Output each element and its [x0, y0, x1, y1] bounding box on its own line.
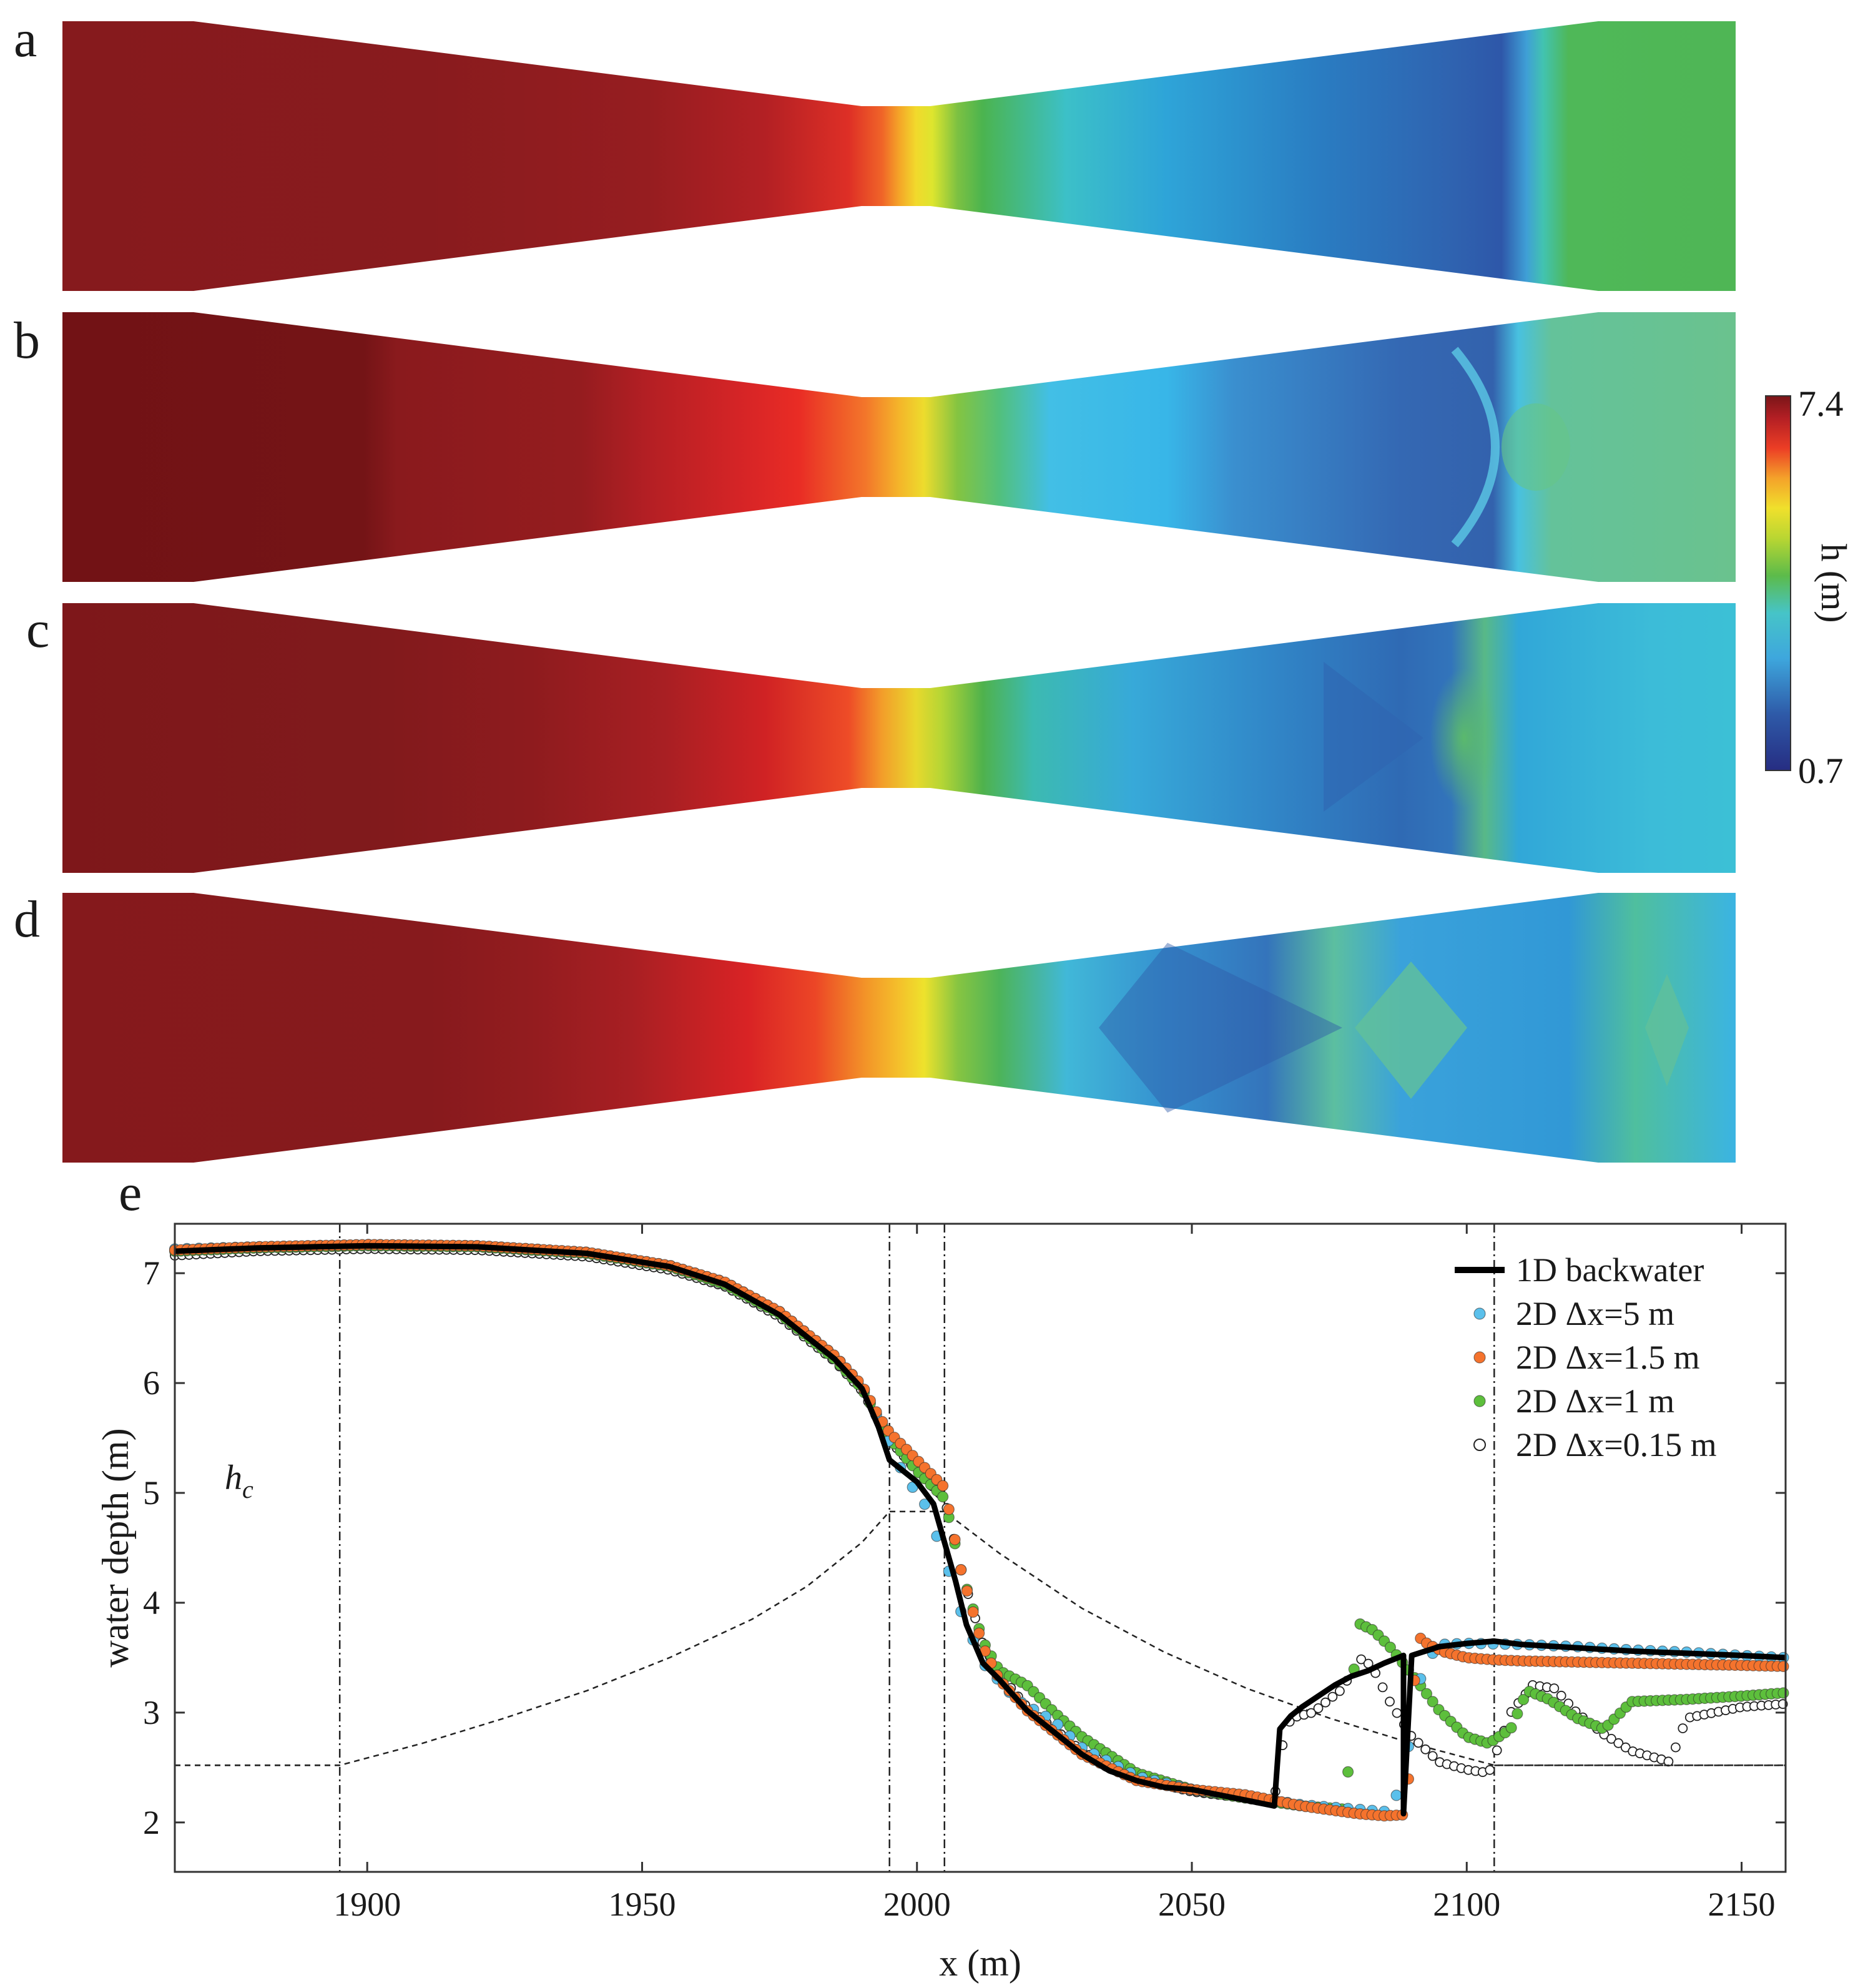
- data-point: [1670, 1742, 1681, 1753]
- x-tick-label: 2100: [1433, 1886, 1500, 1923]
- panel-b-letter: b: [14, 312, 40, 370]
- x-tick-label: 1950: [608, 1886, 676, 1923]
- panel-d: d: [14, 890, 1736, 1163]
- panel-c-letter: c: [26, 601, 49, 659]
- legend-label: 1D backwater: [1516, 1251, 1704, 1289]
- data-point: [1777, 1660, 1789, 1672]
- y-tick-label: 5: [143, 1474, 160, 1512]
- shock-front-b: [1451, 347, 1500, 548]
- data-point: [1420, 1688, 1433, 1700]
- shock-diamond-d2: [1645, 974, 1689, 1086]
- legend-swatch: [1473, 1307, 1486, 1320]
- data-point: [1549, 1683, 1560, 1694]
- hc-annotation-symbol: h: [225, 1459, 242, 1497]
- data-point: [1390, 1789, 1402, 1801]
- y-tick-label: 3: [143, 1694, 160, 1731]
- data-point: [1320, 1697, 1330, 1708]
- data-point: [1420, 1744, 1431, 1754]
- data-point: [1377, 1682, 1388, 1693]
- y-tick-label: 4: [143, 1584, 160, 1621]
- data-point: [1342, 1766, 1354, 1778]
- data-point: [949, 1533, 961, 1545]
- shock-diamond-c: [1430, 668, 1498, 808]
- data-point: [1777, 1687, 1789, 1699]
- legend-label: 2D Δx=5 m: [1516, 1295, 1674, 1332]
- data-point: [1427, 1751, 1438, 1761]
- data-point: [1606, 1733, 1616, 1744]
- legend-swatch: [1473, 1395, 1486, 1407]
- data-point: [1334, 1686, 1345, 1696]
- colorbar-min-label: 0.7: [1798, 750, 1844, 791]
- data-point: [961, 1585, 973, 1597]
- panel-e-letter: e: [119, 1164, 142, 1222]
- panel-c: c: [26, 601, 1736, 873]
- x-tick-label: 2050: [1158, 1886, 1226, 1923]
- data-point: [1392, 1708, 1402, 1718]
- plot-frame: [174, 1223, 1787, 1873]
- legend-label: 2D Δx=1 m: [1516, 1382, 1674, 1420]
- data-point: [1512, 1708, 1523, 1720]
- critical-depth-curve: [175, 1510, 1786, 1766]
- shock-diamond-d1: [1355, 962, 1467, 1099]
- panel-a: a: [14, 10, 1736, 291]
- data-point: [1492, 1745, 1502, 1756]
- data-point: [1556, 1690, 1566, 1701]
- legend-swatch: [1473, 1439, 1486, 1451]
- legend-label: 2D Δx=1.5 m: [1516, 1339, 1700, 1376]
- dark-patch-d: [1099, 943, 1342, 1113]
- channel-map-a: [62, 21, 1736, 291]
- series-line-1d-backwater: [174, 1242, 1786, 1817]
- y-tick-label: 2: [143, 1804, 160, 1841]
- data-point: [943, 1503, 955, 1515]
- legend: 1D backwater 2D Δx=5 m 2D Δx=1.5 m 2D Δx=1 …: [1455, 1251, 1717, 1464]
- data-point: [1427, 1696, 1438, 1708]
- y-tick-label: 6: [143, 1364, 160, 1402]
- panel-a-letter: a: [14, 10, 37, 68]
- plume-b: [1502, 403, 1570, 491]
- data-point: [918, 1498, 931, 1510]
- oblique-shock-c: [1324, 662, 1423, 812]
- x-tick-label: 2000: [883, 1886, 951, 1923]
- data-point: [936, 1491, 949, 1503]
- data-point: [1485, 1764, 1495, 1775]
- x-axis-label: x (m): [939, 1942, 1021, 1984]
- channel-map-b: [62, 312, 1736, 582]
- hc-annotation-subscript: c: [242, 1475, 253, 1503]
- colorbar-title: h (m): [1814, 543, 1854, 622]
- data-point: [955, 1564, 967, 1576]
- data-point: [1613, 1738, 1624, 1748]
- panel-e: e 1900 1950 2000 2050 2100 2150 2 3 4 5 6 7 x (m) w…: [95, 1164, 1789, 1984]
- data-point: [1356, 1654, 1367, 1665]
- data-point: [1384, 1641, 1396, 1653]
- colorbar-scale: [1765, 395, 1791, 771]
- data-point: [1517, 1694, 1530, 1706]
- y-axis-label: water depth (m): [95, 1428, 136, 1667]
- data-point: [1327, 1691, 1338, 1702]
- data-point: [1313, 1703, 1324, 1713]
- panel-b: b: [14, 312, 1736, 582]
- colorbar: 7.4 0.7 h (m): [1765, 383, 1854, 791]
- legend-swatch: [1473, 1351, 1486, 1364]
- panel-d-letter: d: [14, 890, 40, 948]
- channel-map-d: [62, 893, 1736, 1163]
- x-tick-label: 2150: [1708, 1886, 1776, 1923]
- data-point: [1678, 1723, 1688, 1734]
- plot-area: [175, 1224, 1786, 1872]
- x-tick-label: 1900: [333, 1886, 401, 1923]
- y-tick-label: 7: [143, 1254, 160, 1292]
- data-point: [1413, 1738, 1423, 1748]
- data-point: [1505, 1722, 1517, 1734]
- legend-label: 2D Δx=0.15 m: [1516, 1426, 1717, 1464]
- channel-map-c: [62, 603, 1736, 873]
- colorbar-max-label: 7.4: [1798, 383, 1844, 424]
- chart-layer: 1900 1950 2000 2050 2100 2150 2 3 4 5 6 7: [143, 1224, 1789, 1923]
- hc-annotation: hc: [225, 1459, 253, 1503]
- data-point: [1306, 1708, 1317, 1718]
- data-point: [973, 1627, 985, 1639]
- data-point: [967, 1606, 979, 1618]
- data-point: [1385, 1696, 1395, 1707]
- data-point: [936, 1480, 949, 1492]
